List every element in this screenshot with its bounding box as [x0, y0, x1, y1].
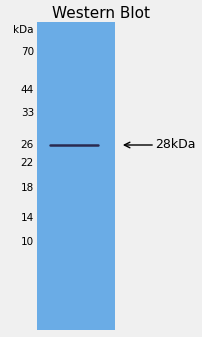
Text: 26: 26	[21, 140, 34, 150]
Text: 22: 22	[21, 158, 34, 168]
Text: 10: 10	[21, 237, 34, 247]
Text: 33: 33	[21, 108, 34, 118]
Text: 44: 44	[21, 85, 34, 95]
Text: Western Blot: Western Blot	[52, 6, 150, 22]
Text: 28kDa: 28kDa	[155, 139, 195, 152]
Text: 18: 18	[21, 183, 34, 193]
Text: 14: 14	[21, 213, 34, 223]
Bar	[37, 22, 115, 330]
Text: kDa: kDa	[14, 25, 34, 35]
Text: 70: 70	[21, 47, 34, 57]
